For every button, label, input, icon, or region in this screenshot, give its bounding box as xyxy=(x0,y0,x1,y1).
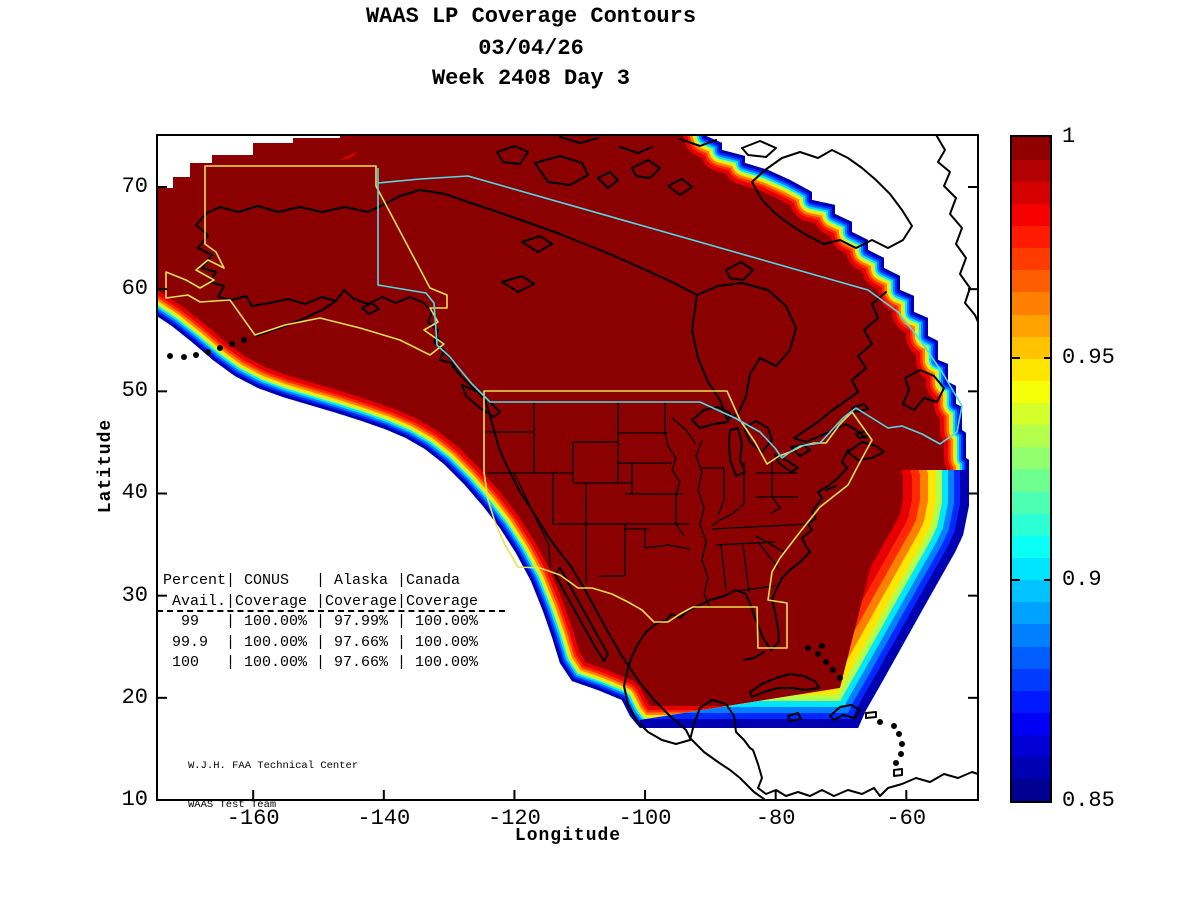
credit-line: W.J.H. FAA Technical Center xyxy=(188,760,359,772)
credit-line: WAAS Test Team xyxy=(188,799,277,811)
coverage-contour-fill xyxy=(157,135,969,728)
colorbar-band xyxy=(1012,181,1050,204)
table-row: 100 | 100.00% | 97.66% | 100.00% xyxy=(163,654,479,671)
colorbar-band xyxy=(1012,579,1050,603)
x-tick-label: -80 xyxy=(755,806,796,831)
axis-tick-marks xyxy=(158,185,977,800)
colorbar-band xyxy=(1012,336,1050,359)
colorbar-band xyxy=(1012,491,1050,514)
colorbar-band xyxy=(1012,513,1050,536)
table-row: 99.9 | 100.00% | 97.66% | 100.00% xyxy=(163,633,479,651)
colorbar-band xyxy=(1012,601,1050,625)
colorbar-gradient xyxy=(1012,137,1052,802)
table-separator xyxy=(157,610,505,612)
state-borders xyxy=(484,402,811,609)
colorbar-band xyxy=(1012,712,1050,736)
colorbar-band xyxy=(1012,646,1050,669)
colorbar-band xyxy=(1012,668,1050,691)
colorbar-band xyxy=(1012,778,1050,802)
page-title: WAAS LP Coverage Contours xyxy=(365,4,697,29)
alaska-boundary xyxy=(165,165,448,356)
colorbar-band xyxy=(1012,314,1050,337)
y-tick-label: 20 xyxy=(121,684,148,710)
plot-frame xyxy=(156,134,979,801)
x-tick-label: -60 xyxy=(886,806,927,831)
credit: W.J.H. FAA Technical Center WAAS Test Te… xyxy=(188,734,358,838)
colorbar-band xyxy=(1012,225,1050,249)
colorbar-band xyxy=(1012,269,1050,293)
y-tick-label: 70 xyxy=(121,173,148,199)
x-tick-label: -100 xyxy=(618,806,672,831)
colorbar-band xyxy=(1012,469,1050,492)
colorbar-tick-label: 0.9 xyxy=(1062,566,1102,592)
y-tick-label: 10 xyxy=(121,787,148,812)
y-tick-label: 60 xyxy=(121,276,148,302)
canada-boundary xyxy=(377,168,963,459)
colorbar-band xyxy=(1012,159,1050,182)
colorbar-band xyxy=(1012,734,1050,758)
colorbar-tick-mark xyxy=(1044,578,1052,581)
colorbar-tick-label: 0.85 xyxy=(1062,788,1115,813)
colorbar-tick-mark xyxy=(1044,357,1052,360)
y-tick-label: 30 xyxy=(121,582,148,608)
colorbar-band xyxy=(1012,203,1050,227)
x-tick-label: -160 xyxy=(226,806,280,831)
x-tick-label: -120 xyxy=(488,806,541,831)
colorbar-tick-mark xyxy=(1012,357,1020,360)
x-tick-label: -140 xyxy=(357,806,411,831)
colorbar-band xyxy=(1012,291,1050,315)
availability-table: Percent| CONUS | Alaska |Canada Avail.|C… xyxy=(157,571,511,674)
table-header-row: Percent| CONUS | Alaska |Canada xyxy=(163,572,461,589)
colorbar-tick-label: 0.95 xyxy=(1062,345,1115,371)
figure-week: Week 2408 Day 3 xyxy=(431,66,631,91)
colorbar-band xyxy=(1012,557,1050,581)
colorbar-band xyxy=(1012,380,1050,404)
colorbar-tick-mark xyxy=(1012,578,1020,581)
colorbar xyxy=(1010,135,1052,803)
table-row: 99 | 100.00% | 97.99% | 100.00% xyxy=(163,613,479,630)
colorbar-band xyxy=(1012,756,1050,780)
colorbar-band xyxy=(1012,424,1050,448)
colorbar-band xyxy=(1012,137,1050,160)
colorbar-band xyxy=(1012,402,1050,426)
colorbar-band xyxy=(1012,446,1050,470)
colorbar-band xyxy=(1012,690,1050,713)
y-tick-label: 40 xyxy=(121,480,148,506)
colorbar-band xyxy=(1012,358,1050,381)
colorbar-tick-label: 1 xyxy=(1062,124,1076,149)
coastlines xyxy=(167,135,978,800)
colorbar-band xyxy=(1012,535,1050,559)
colorbar-band xyxy=(1012,623,1050,647)
contour-band xyxy=(157,135,969,728)
y-tick-label: 50 xyxy=(121,378,148,404)
colorbar-band xyxy=(1012,247,1050,271)
table-header-row: Avail.|Coverage |Coverage|Coverage xyxy=(163,592,479,610)
x-axis-label: Longitude xyxy=(514,826,622,846)
figure-date: 03/04/26 xyxy=(478,36,584,61)
